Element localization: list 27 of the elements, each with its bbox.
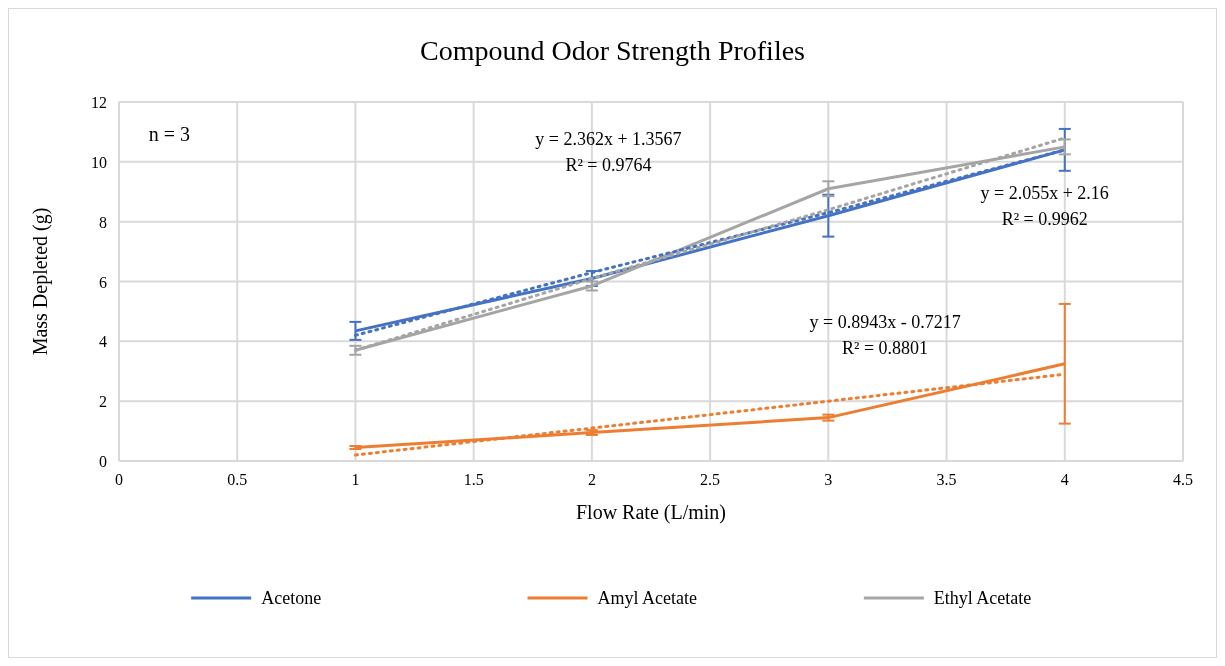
y-tick-label: 12 xyxy=(91,94,107,111)
y-tick-label: 2 xyxy=(99,393,107,411)
legend-label: Ethyl Acetate xyxy=(933,588,1032,608)
y-tick-label: 4 xyxy=(99,333,107,351)
legend-label: Amyl Acetate xyxy=(597,588,697,608)
x-tick-label: 3 xyxy=(824,471,833,488)
x-tick-label: 3.5 xyxy=(936,471,957,488)
y-tick-label: 8 xyxy=(99,213,107,231)
x-tick-label: 4.5 xyxy=(1173,471,1193,488)
annotation: y = 0.8943x - 0.7217 R² = 0.8801 xyxy=(809,312,961,359)
y-tick-label: 10 xyxy=(91,153,107,171)
x-tick-label: 2.5 xyxy=(700,471,721,488)
x-tick-label: 2 xyxy=(587,471,596,488)
x-tick-label: 1.5 xyxy=(463,471,484,488)
annotation: y = 2.362x + 1.3567 R² = 0.9764 xyxy=(535,129,682,176)
x-axis-title: Flow Rate (L/min) xyxy=(576,501,726,524)
x-tick-label: 0 xyxy=(115,471,123,488)
y-axis-title: Mass Depleted (g) xyxy=(29,207,52,356)
x-tick-label: 0.5 xyxy=(227,471,248,488)
annotation: n = 3 xyxy=(148,123,191,146)
y-tick-label: 0 xyxy=(99,453,107,470)
chart-title: Compound Odor Strength Profiles xyxy=(420,35,805,66)
legend-label: Acetone xyxy=(261,588,322,608)
annotation: y = 2.055x + 2.16 R² = 0.9962 xyxy=(980,182,1109,229)
y-tick-label: 6 xyxy=(99,273,107,291)
x-tick-label: 4 xyxy=(1060,471,1069,488)
x-tick-label: 1 xyxy=(351,471,360,488)
